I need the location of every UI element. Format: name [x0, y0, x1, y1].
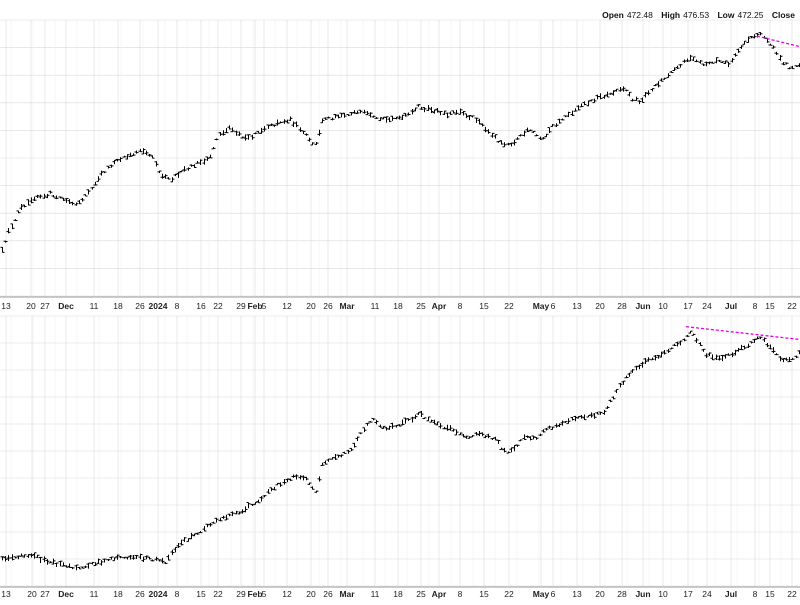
x-tick-label: May: [533, 301, 550, 311]
x-tick-label: 25: [416, 589, 426, 599]
high-value: 476.53: [683, 10, 710, 20]
low-value: 472.25: [737, 10, 764, 20]
x-tick-label: 24: [702, 589, 712, 599]
x-tick-label: 26: [323, 589, 333, 599]
x-tick-label: Dec: [58, 589, 74, 599]
x-tick-label: 26: [323, 301, 333, 311]
low-label: Low: [717, 10, 735, 20]
x-tick-label: 18: [113, 589, 123, 599]
x-tick-label: 26: [135, 589, 145, 599]
x-tick-label: Jul: [725, 301, 737, 311]
x-tick-label: 16: [196, 301, 206, 311]
x-tick-label: 6: [551, 301, 556, 311]
x-tick-label: 8: [458, 589, 463, 599]
x-tick-label: Apr: [432, 589, 447, 599]
trendline: [685, 326, 800, 341]
trendline: [756, 35, 800, 48]
x-tick-label: 13: [1, 301, 11, 311]
open-value: 472.48: [626, 10, 653, 20]
x-tick-label: 15: [765, 301, 775, 311]
x-tick-label: 18: [393, 589, 403, 599]
x-tick-label: 11: [90, 301, 99, 311]
x-tick-label: 13: [572, 301, 582, 311]
x-tick-label: 6: [551, 589, 556, 599]
x-tick-label: Feb: [247, 301, 262, 311]
x-tick-label: 10: [658, 589, 668, 599]
x-tick-label: 27: [40, 301, 50, 311]
x-tick-label: Dec: [58, 301, 74, 311]
x-tick-label: 2024: [149, 589, 168, 599]
x-tick-label: 22: [213, 589, 223, 599]
x-tick-label: 10: [658, 301, 668, 311]
x-tick-label: May: [533, 589, 550, 599]
x-tick-label: 20: [26, 301, 36, 311]
x-tick-label: Apr: [432, 301, 447, 311]
x-tick-label: 20: [27, 589, 37, 599]
x-tick-label: 15: [479, 589, 489, 599]
x-tick-label: 20: [595, 301, 605, 311]
x-tick-label: 22: [787, 589, 797, 599]
x-tick-label: Jul: [725, 589, 737, 599]
x-tick-label: 17: [683, 301, 693, 311]
x-tick-label: Feb: [247, 589, 262, 599]
x-tick-label: 15: [765, 589, 775, 599]
x-tick-label: 20: [306, 301, 316, 311]
x-tick-label: 13: [572, 589, 582, 599]
x-tick-label: 28: [617, 301, 627, 311]
x-tick-label: 5: [262, 589, 267, 599]
x-tick-label: 11: [371, 589, 380, 599]
x-tick-label: 8: [753, 301, 758, 311]
x-tick-label: 8: [175, 589, 180, 599]
x-tick-label: 17: [683, 589, 693, 599]
x-tick-label: 25: [416, 301, 426, 311]
x-tick-label: 12: [282, 589, 292, 599]
x-tick-label: Mar: [339, 301, 355, 311]
x-tick-label: 13: [1, 589, 11, 599]
x-tick-label: Jun: [635, 589, 650, 599]
x-tick-label: 29: [236, 589, 246, 599]
x-tick-label: 22: [504, 301, 514, 311]
x-tick-label: 2024: [149, 301, 168, 311]
x-tick-label: Mar: [339, 589, 355, 599]
x-tick-label: 18: [393, 301, 403, 311]
x-tick-label: 22: [213, 301, 223, 311]
x-tick-label: 22: [787, 301, 797, 311]
x-tick-label: 27: [40, 589, 50, 599]
x-tick-label: 26: [135, 301, 145, 311]
x-tick-label: Jun: [635, 301, 650, 311]
open-label: Open: [602, 10, 624, 20]
x-tick-label: 15: [479, 301, 489, 311]
x-tick-label: 18: [113, 301, 123, 311]
x-tick-label: 29: [236, 301, 246, 311]
x-tick-label: 8: [175, 301, 180, 311]
x-tick-label: 20: [595, 589, 605, 599]
x-tick-label: 5: [262, 301, 267, 311]
x-tick-label: 22: [504, 589, 514, 599]
x-tick-label: 24: [702, 301, 712, 311]
x-tick-label: 28: [617, 589, 627, 599]
high-label: High: [661, 10, 681, 20]
x-tick-label: 15: [196, 589, 206, 599]
ohlc-readout: Open 472.48 High 476.53 Low 472.25 Close: [602, 10, 798, 20]
x-tick-label: 11: [371, 301, 380, 311]
x-tick-label: 20: [306, 589, 316, 599]
x-tick-label: 8: [458, 301, 463, 311]
x-tick-label: 12: [282, 301, 292, 311]
x-tick-label: 8: [753, 589, 758, 599]
x-tick-label: 11: [90, 589, 99, 599]
close-label: Close: [771, 10, 795, 20]
